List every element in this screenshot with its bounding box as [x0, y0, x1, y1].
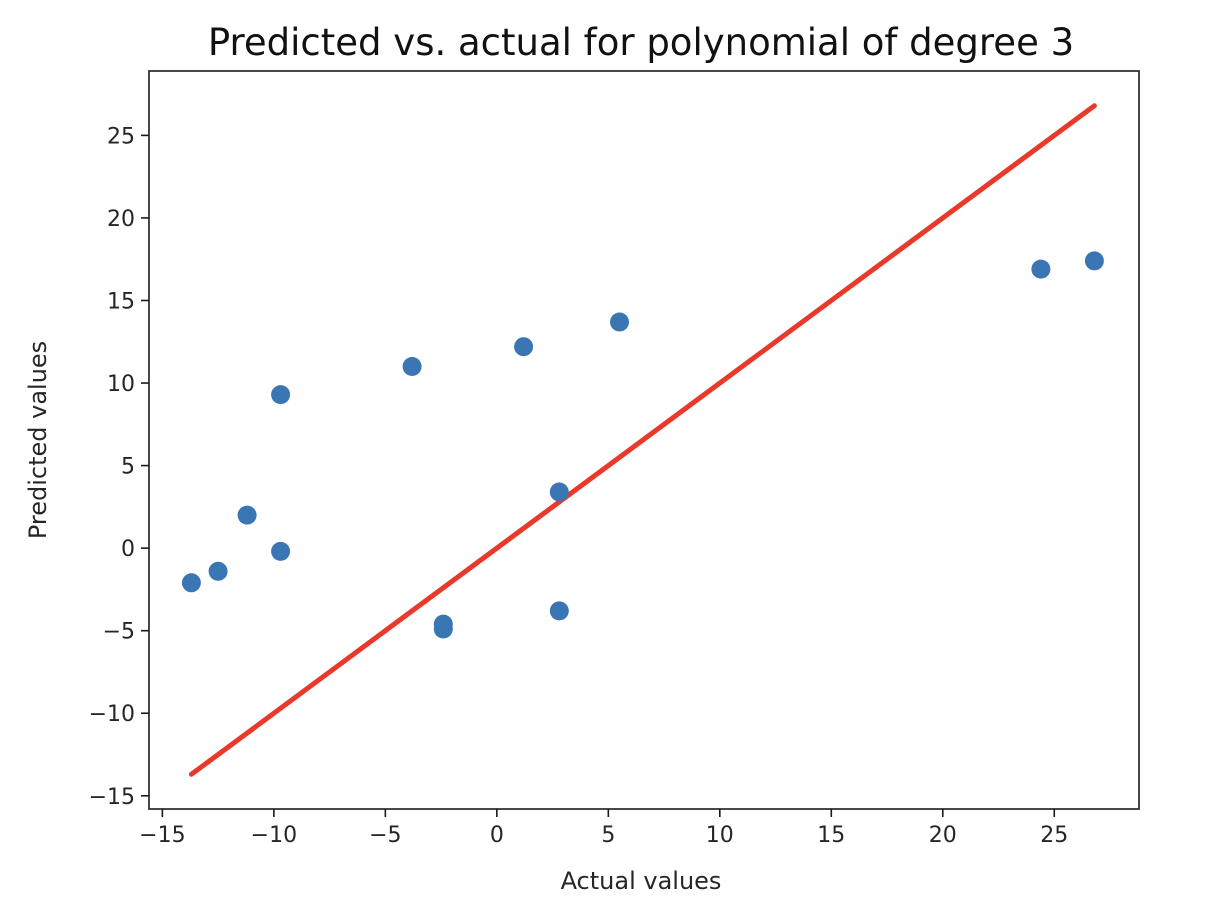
- y-tick-label: −10: [89, 702, 135, 727]
- data-point[interactable]: [208, 561, 228, 581]
- identity-line: [188, 103, 1097, 777]
- data-point[interactable]: [181, 573, 201, 593]
- data-point[interactable]: [433, 619, 453, 639]
- data-point[interactable]: [1031, 259, 1051, 279]
- data-point[interactable]: [610, 312, 629, 332]
- x-tick-label: −5: [369, 823, 401, 848]
- y-tick-label: 0: [121, 537, 135, 562]
- x-tick-label: 20: [929, 823, 957, 848]
- line-layer: [188, 103, 1097, 777]
- y-axis-title: Predicted values: [24, 341, 52, 539]
- x-tick-label: 15: [817, 823, 845, 848]
- y-tick-label: −15: [89, 785, 135, 810]
- x-axis-title: Actual values: [561, 867, 722, 895]
- y-tick-label: 25: [107, 124, 135, 149]
- x-axis-ticks: −15 −10 −5 0 5 10 15 20 25: [139, 809, 1068, 848]
- x-tick-label: 5: [601, 823, 615, 848]
- data-point[interactable]: [271, 385, 291, 405]
- data-point[interactable]: [549, 601, 569, 621]
- data-point[interactable]: [402, 357, 422, 376]
- y-tick-label: 15: [107, 289, 135, 314]
- y-tick-label: 20: [107, 207, 135, 232]
- y-tick-label: 5: [121, 455, 135, 480]
- data-point[interactable]: [237, 505, 257, 525]
- data-point[interactable]: [514, 337, 534, 357]
- data-point[interactable]: [549, 482, 569, 502]
- x-tick-label: 25: [1040, 823, 1068, 848]
- chart-title: Predicted vs. actual for polynomial of d…: [208, 21, 1074, 64]
- x-tick-label: −15: [139, 823, 185, 848]
- y-tick-label: −5: [103, 620, 135, 645]
- data-point[interactable]: [271, 541, 291, 561]
- x-tick-label: 0: [490, 823, 504, 848]
- data-point[interactable]: [1084, 251, 1104, 271]
- points-layer: [181, 251, 1104, 639]
- y-axis-ticks: −15 −10 −5 0 5 10 15 20 25: [89, 124, 149, 810]
- x-tick-label: 10: [706, 823, 734, 848]
- y-tick-label: 10: [107, 372, 135, 397]
- x-tick-label: −10: [251, 823, 297, 848]
